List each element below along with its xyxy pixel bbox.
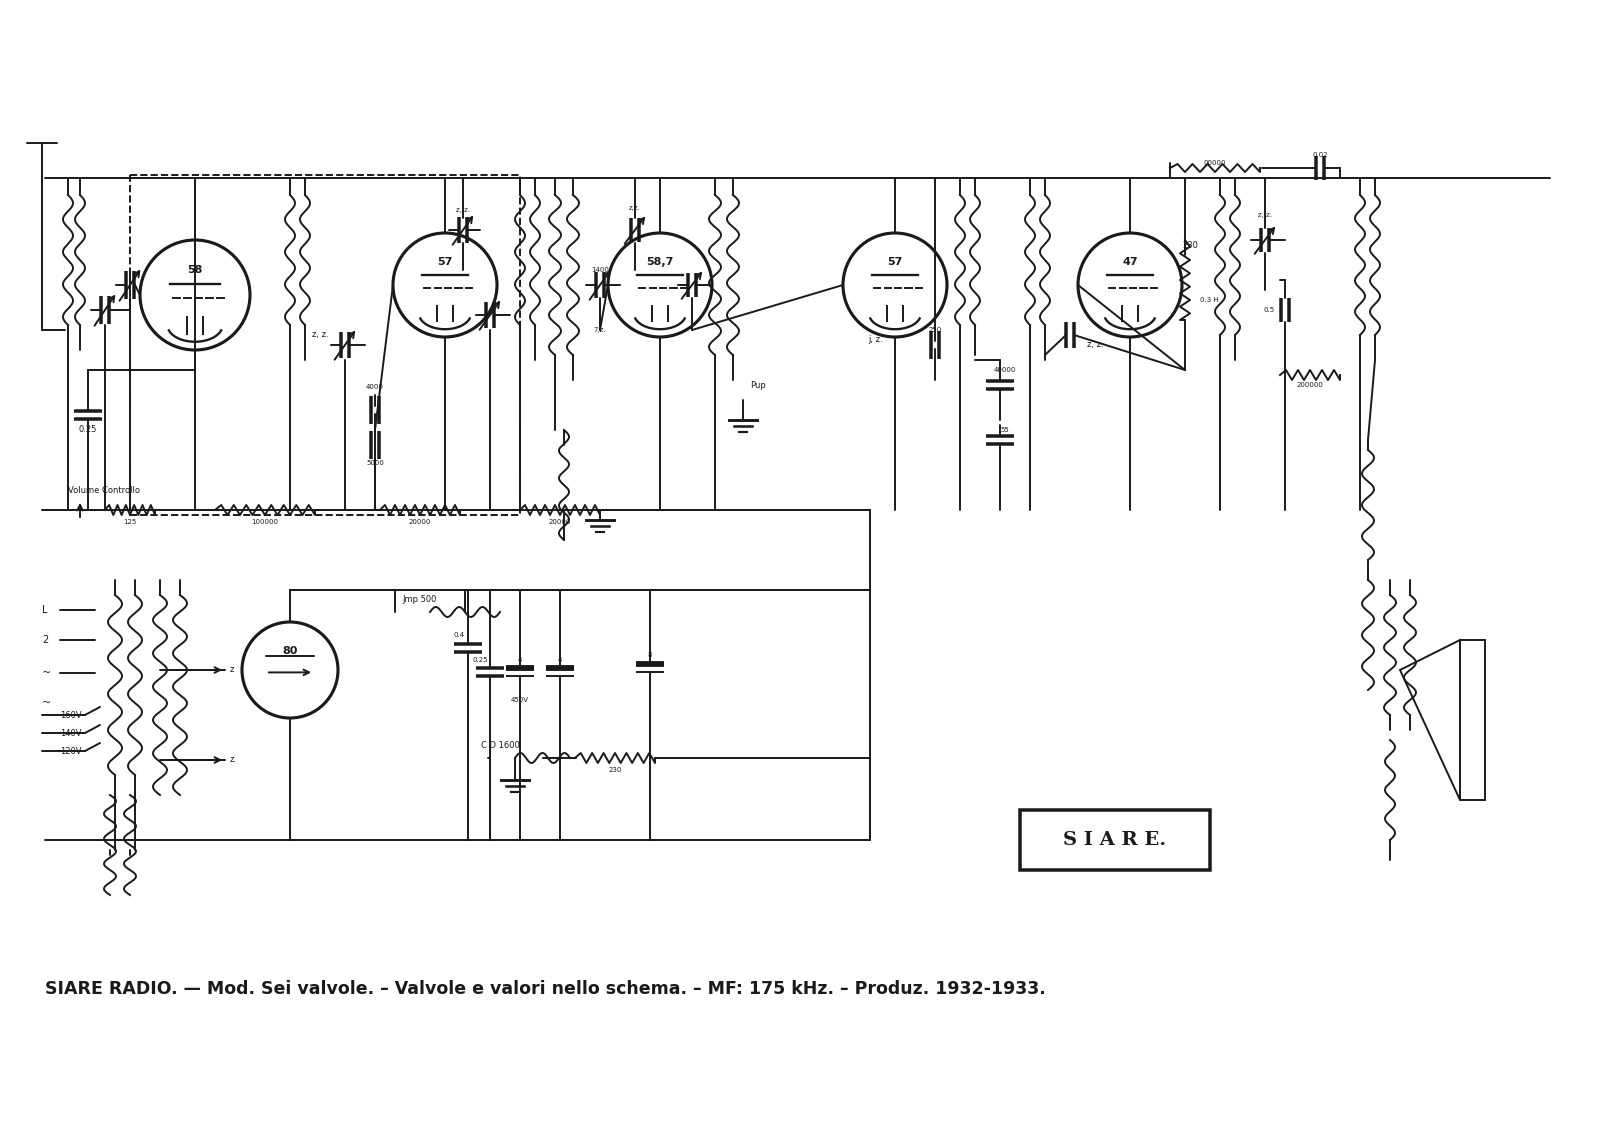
Text: S I A R E.: S I A R E. xyxy=(1064,831,1166,849)
Text: 47: 47 xyxy=(1122,257,1138,267)
Text: Volume Controllo: Volume Controllo xyxy=(67,486,141,495)
Text: 160V: 160V xyxy=(61,710,82,719)
Text: 8: 8 xyxy=(648,651,653,658)
Text: Jmp 500: Jmp 500 xyxy=(403,596,437,604)
Text: 450V: 450V xyxy=(510,697,530,703)
Text: 58: 58 xyxy=(187,266,203,275)
Text: 20000: 20000 xyxy=(549,519,571,525)
Text: 250: 250 xyxy=(928,327,942,333)
Text: 57: 57 xyxy=(888,257,902,267)
Text: z, z.: z, z. xyxy=(456,207,470,213)
Text: 40000: 40000 xyxy=(994,366,1016,373)
Text: 0.25: 0.25 xyxy=(78,425,98,434)
Text: ~: ~ xyxy=(42,668,51,677)
Text: 100000: 100000 xyxy=(251,519,278,525)
Text: 2: 2 xyxy=(42,634,48,645)
Text: z, z.: z, z. xyxy=(312,330,328,339)
Text: 140V: 140V xyxy=(61,728,82,737)
Text: SIARE RADIO. — Mod. Sei valvole. – Valvole e valori nello schema. – MF: 175 kHz.: SIARE RADIO. — Mod. Sei valvole. – Valvo… xyxy=(45,979,1046,998)
Text: 230: 230 xyxy=(1182,241,1198,250)
Text: 0.02: 0.02 xyxy=(1312,152,1328,158)
Text: 0.25: 0.25 xyxy=(472,657,488,663)
Text: 7,z.: 7,z. xyxy=(594,327,606,333)
Text: 200000: 200000 xyxy=(1296,382,1323,388)
Text: 0.5: 0.5 xyxy=(1264,307,1275,313)
Text: 55: 55 xyxy=(1000,428,1010,433)
Text: 5000: 5000 xyxy=(366,460,384,466)
Text: 20000: 20000 xyxy=(410,519,430,525)
Text: 0.4: 0.4 xyxy=(454,632,466,638)
Text: z, z.: z, z. xyxy=(1258,211,1272,218)
Text: 4: 4 xyxy=(558,657,562,663)
Text: 125: 125 xyxy=(123,519,136,525)
Text: j, z.: j, z. xyxy=(867,336,882,345)
Text: 00000: 00000 xyxy=(1203,159,1226,166)
Text: 4000: 4000 xyxy=(366,385,384,390)
Text: 120V: 120V xyxy=(61,746,82,756)
Text: 57: 57 xyxy=(437,257,453,267)
Text: z, z.: z, z. xyxy=(1086,340,1104,349)
Text: L: L xyxy=(42,605,48,615)
Bar xyxy=(130,175,520,515)
Text: 4: 4 xyxy=(518,657,522,663)
Text: 1400: 1400 xyxy=(590,267,610,273)
Bar xyxy=(1021,810,1210,870)
Text: z,z.: z,z. xyxy=(629,205,642,211)
Text: 0.3 H: 0.3 H xyxy=(1200,297,1219,303)
Text: Pup: Pup xyxy=(750,380,766,389)
Text: 58,7: 58,7 xyxy=(646,257,674,267)
Text: z: z xyxy=(230,665,234,674)
Text: C D 1600: C D 1600 xyxy=(480,741,520,750)
Text: 80: 80 xyxy=(282,646,298,656)
Text: 230: 230 xyxy=(608,767,622,772)
Text: z.: z. xyxy=(230,756,237,765)
Text: ~: ~ xyxy=(42,698,51,708)
